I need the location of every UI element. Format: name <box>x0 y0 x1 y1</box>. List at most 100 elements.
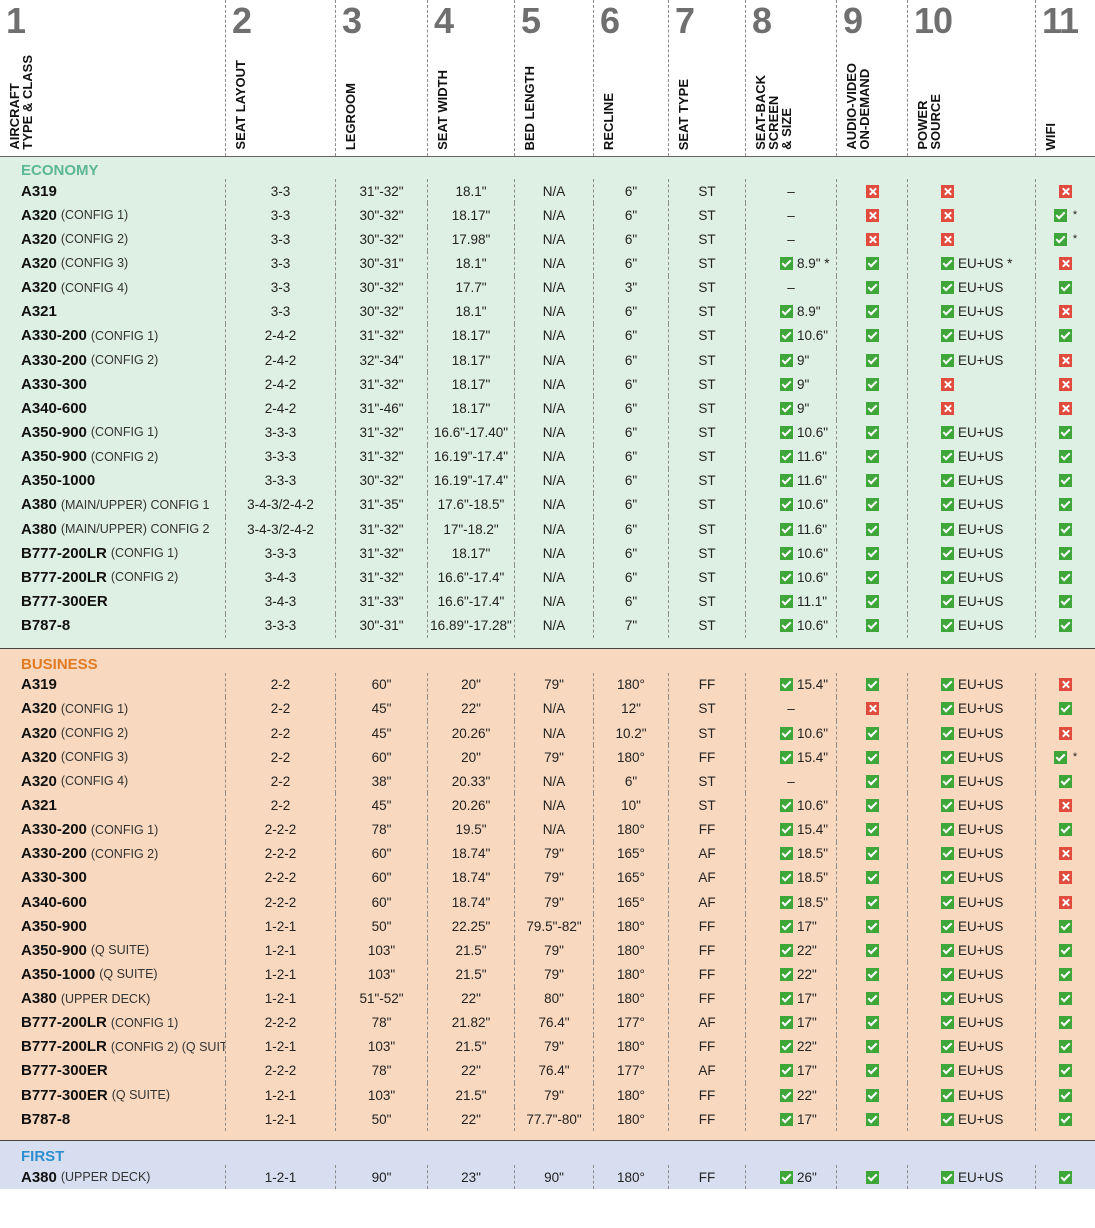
aircraft-config: (CONFIG 1) <box>110 1015 179 1030</box>
aircraft-name: B777-200LR <box>21 544 107 562</box>
wifi-cell <box>1035 179 1095 204</box>
column-header-1: 1 AIRCRAFT TYPE & CLASS <box>0 0 225 156</box>
recline-cell: 177° <box>593 1058 668 1084</box>
aircraft-cell: A380 (MAIN/UPPER) CONFIG 1 <box>0 493 225 517</box>
screen-value: 11.6" <box>780 473 827 488</box>
screen-size: 9" <box>797 352 810 368</box>
wifi-value <box>1059 353 1072 367</box>
power-text: EU+US <box>958 352 1004 368</box>
wifi-cell <box>1035 889 1095 915</box>
check-icon <box>865 570 879 584</box>
aircraft-name: A340-600 <box>21 399 87 417</box>
aircraft-name: A330-300 <box>21 375 87 393</box>
column-label: SEAT WIDTH <box>435 70 450 150</box>
recline-cell: 180° <box>593 1034 668 1059</box>
recline-cell: 6" <box>593 420 668 445</box>
table-row: B777-200LR (CONFIG 2) 3-4-3 31"-32" 16.6"-17… <box>0 565 1095 590</box>
power-text: EU+US <box>958 749 1004 765</box>
power-text: EU+US <box>958 725 1004 741</box>
column-number: 5 <box>521 0 541 41</box>
screen-cell: 10.6" <box>745 420 836 445</box>
power-cell: EU+US <box>907 1107 1035 1132</box>
power-value: EU+US <box>941 991 1003 1006</box>
power-text: EU+US <box>958 304 1004 320</box>
column-label: SEAT-BACK SCREEN & SIZE <box>753 75 794 150</box>
legroom-cell: 30"-32" <box>335 299 427 324</box>
recline-cell: 6" <box>593 769 668 794</box>
recline-cell: 180° <box>593 672 668 697</box>
avod-cell <box>836 565 907 590</box>
screen-cell: 10.6" <box>745 613 836 638</box>
cross-icon <box>1059 895 1072 909</box>
wifi-cell <box>1035 720 1095 746</box>
aircraft-cell: A340-600 <box>0 890 225 914</box>
power-text: EU+US <box>958 569 1004 585</box>
wifi-cell <box>1035 1034 1095 1059</box>
legroom-cell: 31"-32" <box>335 323 427 348</box>
check-icon <box>1053 232 1067 246</box>
wifi-cell <box>1035 492 1095 517</box>
check-icon <box>780 726 793 740</box>
seat-layout-cell: 3-3-3 <box>225 420 335 445</box>
avod-cell <box>836 914 907 939</box>
aircraft-cell: A380 (MAIN/UPPER) CONFIG 2 <box>0 517 225 541</box>
check-icon <box>865 1016 879 1030</box>
wifi-cell <box>1035 372 1095 397</box>
legroom-cell: 31"-32" <box>335 444 427 469</box>
check-icon <box>865 726 879 740</box>
power-value: EU+US <box>941 1088 1003 1103</box>
check-icon <box>780 895 793 909</box>
check-icon <box>941 546 954 560</box>
wifi-value <box>1059 823 1072 837</box>
wifi-value <box>1059 871 1072 885</box>
aircraft-name: A350-900 <box>21 917 87 935</box>
seat-type-cell: ST <box>668 347 745 373</box>
recline-cell: 3" <box>593 275 668 300</box>
seat-width-cell: 23" <box>427 1165 514 1190</box>
wifi-cell <box>1035 817 1095 842</box>
seat-type-cell: FF <box>668 914 745 939</box>
aircraft-name: A350-1000 <box>21 965 96 983</box>
aircraft-name: B777-300ER <box>21 592 108 610</box>
table-row: A350-900 (Q SUITE) 1-2-1 103" 21.5" 79" 180° FF… <box>0 938 1095 963</box>
power-text: EU+US <box>958 677 1004 693</box>
legroom-cell: 60" <box>335 745 427 770</box>
power-value: EU+US <box>941 846 1003 861</box>
wifi-value <box>1059 1112 1072 1126</box>
seat-layout-cell: 1-2-1 <box>225 962 335 987</box>
screen-value: 10.6" <box>780 497 828 512</box>
aircraft-config: (CONFIG 3) <box>60 256 129 271</box>
screen-size: 22" <box>797 966 817 982</box>
check-icon <box>1059 522 1072 536</box>
aircraft-cell: A350-900 (CONFIG 1) <box>0 420 225 444</box>
wifi-cell <box>1035 589 1095 614</box>
recline-cell: 6" <box>593 541 668 566</box>
screen-size: 18.5" <box>797 870 829 886</box>
screen-cell: 10.6" <box>745 323 836 348</box>
seat-width-cell: 18.17" <box>427 541 514 566</box>
aircraft-name: A350-900 <box>21 941 87 959</box>
screen-value: 15.4" <box>780 750 828 765</box>
screen-cell: – <box>745 227 836 252</box>
section-economy: ECONOMY A319 3-3 31"-32" 18.1" N/A 6" ST – A320 (C… <box>0 157 1095 649</box>
recline-cell: 6" <box>593 372 668 397</box>
wifi-cell <box>1035 468 1095 493</box>
aircraft-cell: A319 <box>0 673 225 697</box>
check-icon <box>1059 619 1072 633</box>
wifi-cell <box>1035 769 1095 794</box>
legroom-cell: 78" <box>335 817 427 842</box>
screen-value: 17" <box>780 919 817 934</box>
wifi-value <box>1059 619 1072 633</box>
power-value: EU+US <box>941 870 1003 885</box>
check-icon <box>865 895 879 909</box>
check-icon <box>865 943 879 957</box>
table-row: A320 (CONFIG 4) 2-2 38" 20.33" N/A 6" ST – EU+US <box>0 769 1095 794</box>
table-row: A320 (CONFIG 3) 2-2 60" 20" 79" 180° FF 15.4" EU+… <box>0 745 1095 770</box>
recline-cell: 6" <box>593 468 668 493</box>
aircraft-name: A380 <box>21 1168 57 1186</box>
check-icon <box>780 1064 793 1078</box>
avod-cell <box>836 1010 907 1035</box>
screen-value: 11.6" <box>780 449 827 464</box>
aircraft-config: (CONFIG 2) <box>90 449 159 464</box>
seat-type-cell: ST <box>668 720 745 746</box>
